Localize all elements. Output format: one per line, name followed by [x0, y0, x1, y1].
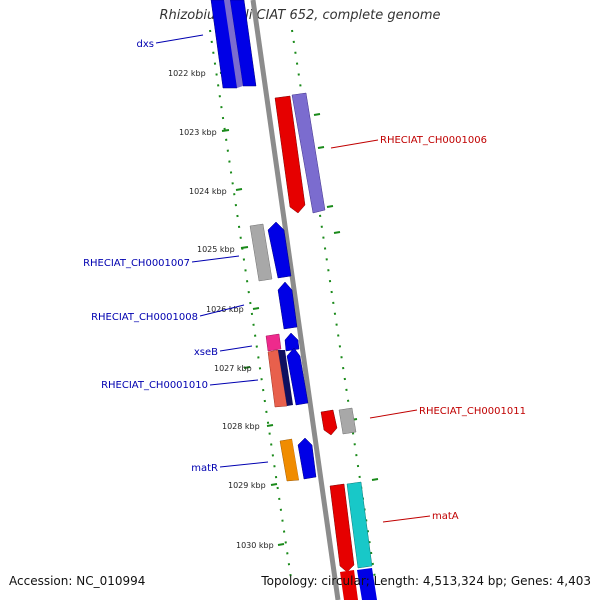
gene-rheciat-ch0001006[interactable]: [274, 92, 326, 214]
tick-label: 1025 kbp: [197, 245, 235, 254]
gene-labels: dxs RHECIAT_CH0001007 RHECIAT_CH0001008 …: [83, 39, 526, 522]
gene-rheciat-ch0001008[interactable]: [277, 281, 298, 330]
label-rheciat-ch0001011[interactable]: RHECIAT_CH0001011: [419, 406, 526, 417]
gene-matr[interactable]: [279, 437, 317, 482]
tick-label: 1027 kbp: [214, 364, 252, 373]
label-connectors: [155, 34, 431, 523]
gene-mata[interactable]: [329, 481, 377, 600]
gene-xseb[interactable]: [265, 332, 300, 352]
tick-label: 1024 kbp: [189, 187, 227, 196]
label-rheciat-ch0001006[interactable]: RHECIAT_CH0001006: [380, 135, 487, 146]
tick-label: 1030 kbp: [236, 541, 274, 550]
gene-rheciat-ch0001007[interactable]: [249, 221, 292, 282]
gene-dxs[interactable]: [210, 0, 257, 89]
accession-text: Accession: NC_010994: [9, 574, 146, 588]
label-xseb[interactable]: xseB: [194, 347, 218, 358]
tick-label: 1029 kbp: [228, 481, 266, 490]
gene-rheciat-ch0001011[interactable]: [320, 407, 357, 436]
label-rheciat-ch0001010[interactable]: RHECIAT_CH0001010: [101, 380, 208, 391]
label-rheciat-ch0001007[interactable]: RHECIAT_CH0001007: [83, 258, 190, 269]
major-ticks: [219, 71, 379, 546]
tick-label: 1023 kbp: [179, 128, 217, 137]
label-rheciat-ch0001008[interactable]: RHECIAT_CH0001008: [91, 312, 198, 323]
label-dxs[interactable]: dxs: [137, 39, 154, 50]
genome-backbone: [250, 0, 341, 600]
label-matr[interactable]: matR: [191, 463, 218, 474]
genome-summary-text: Topology: circular; Length: 4,513,324 bp…: [261, 574, 591, 588]
gene-rheciat-ch0001010[interactable]: [267, 347, 309, 408]
tick-label: 1022 kbp: [168, 69, 206, 78]
tick-labels: 1022 kbp 1023 kbp 1024 kbp 1025 kbp 1026…: [168, 69, 274, 550]
tick-label: 1028 kbp: [222, 422, 260, 431]
label-mata[interactable]: matA: [432, 511, 459, 522]
